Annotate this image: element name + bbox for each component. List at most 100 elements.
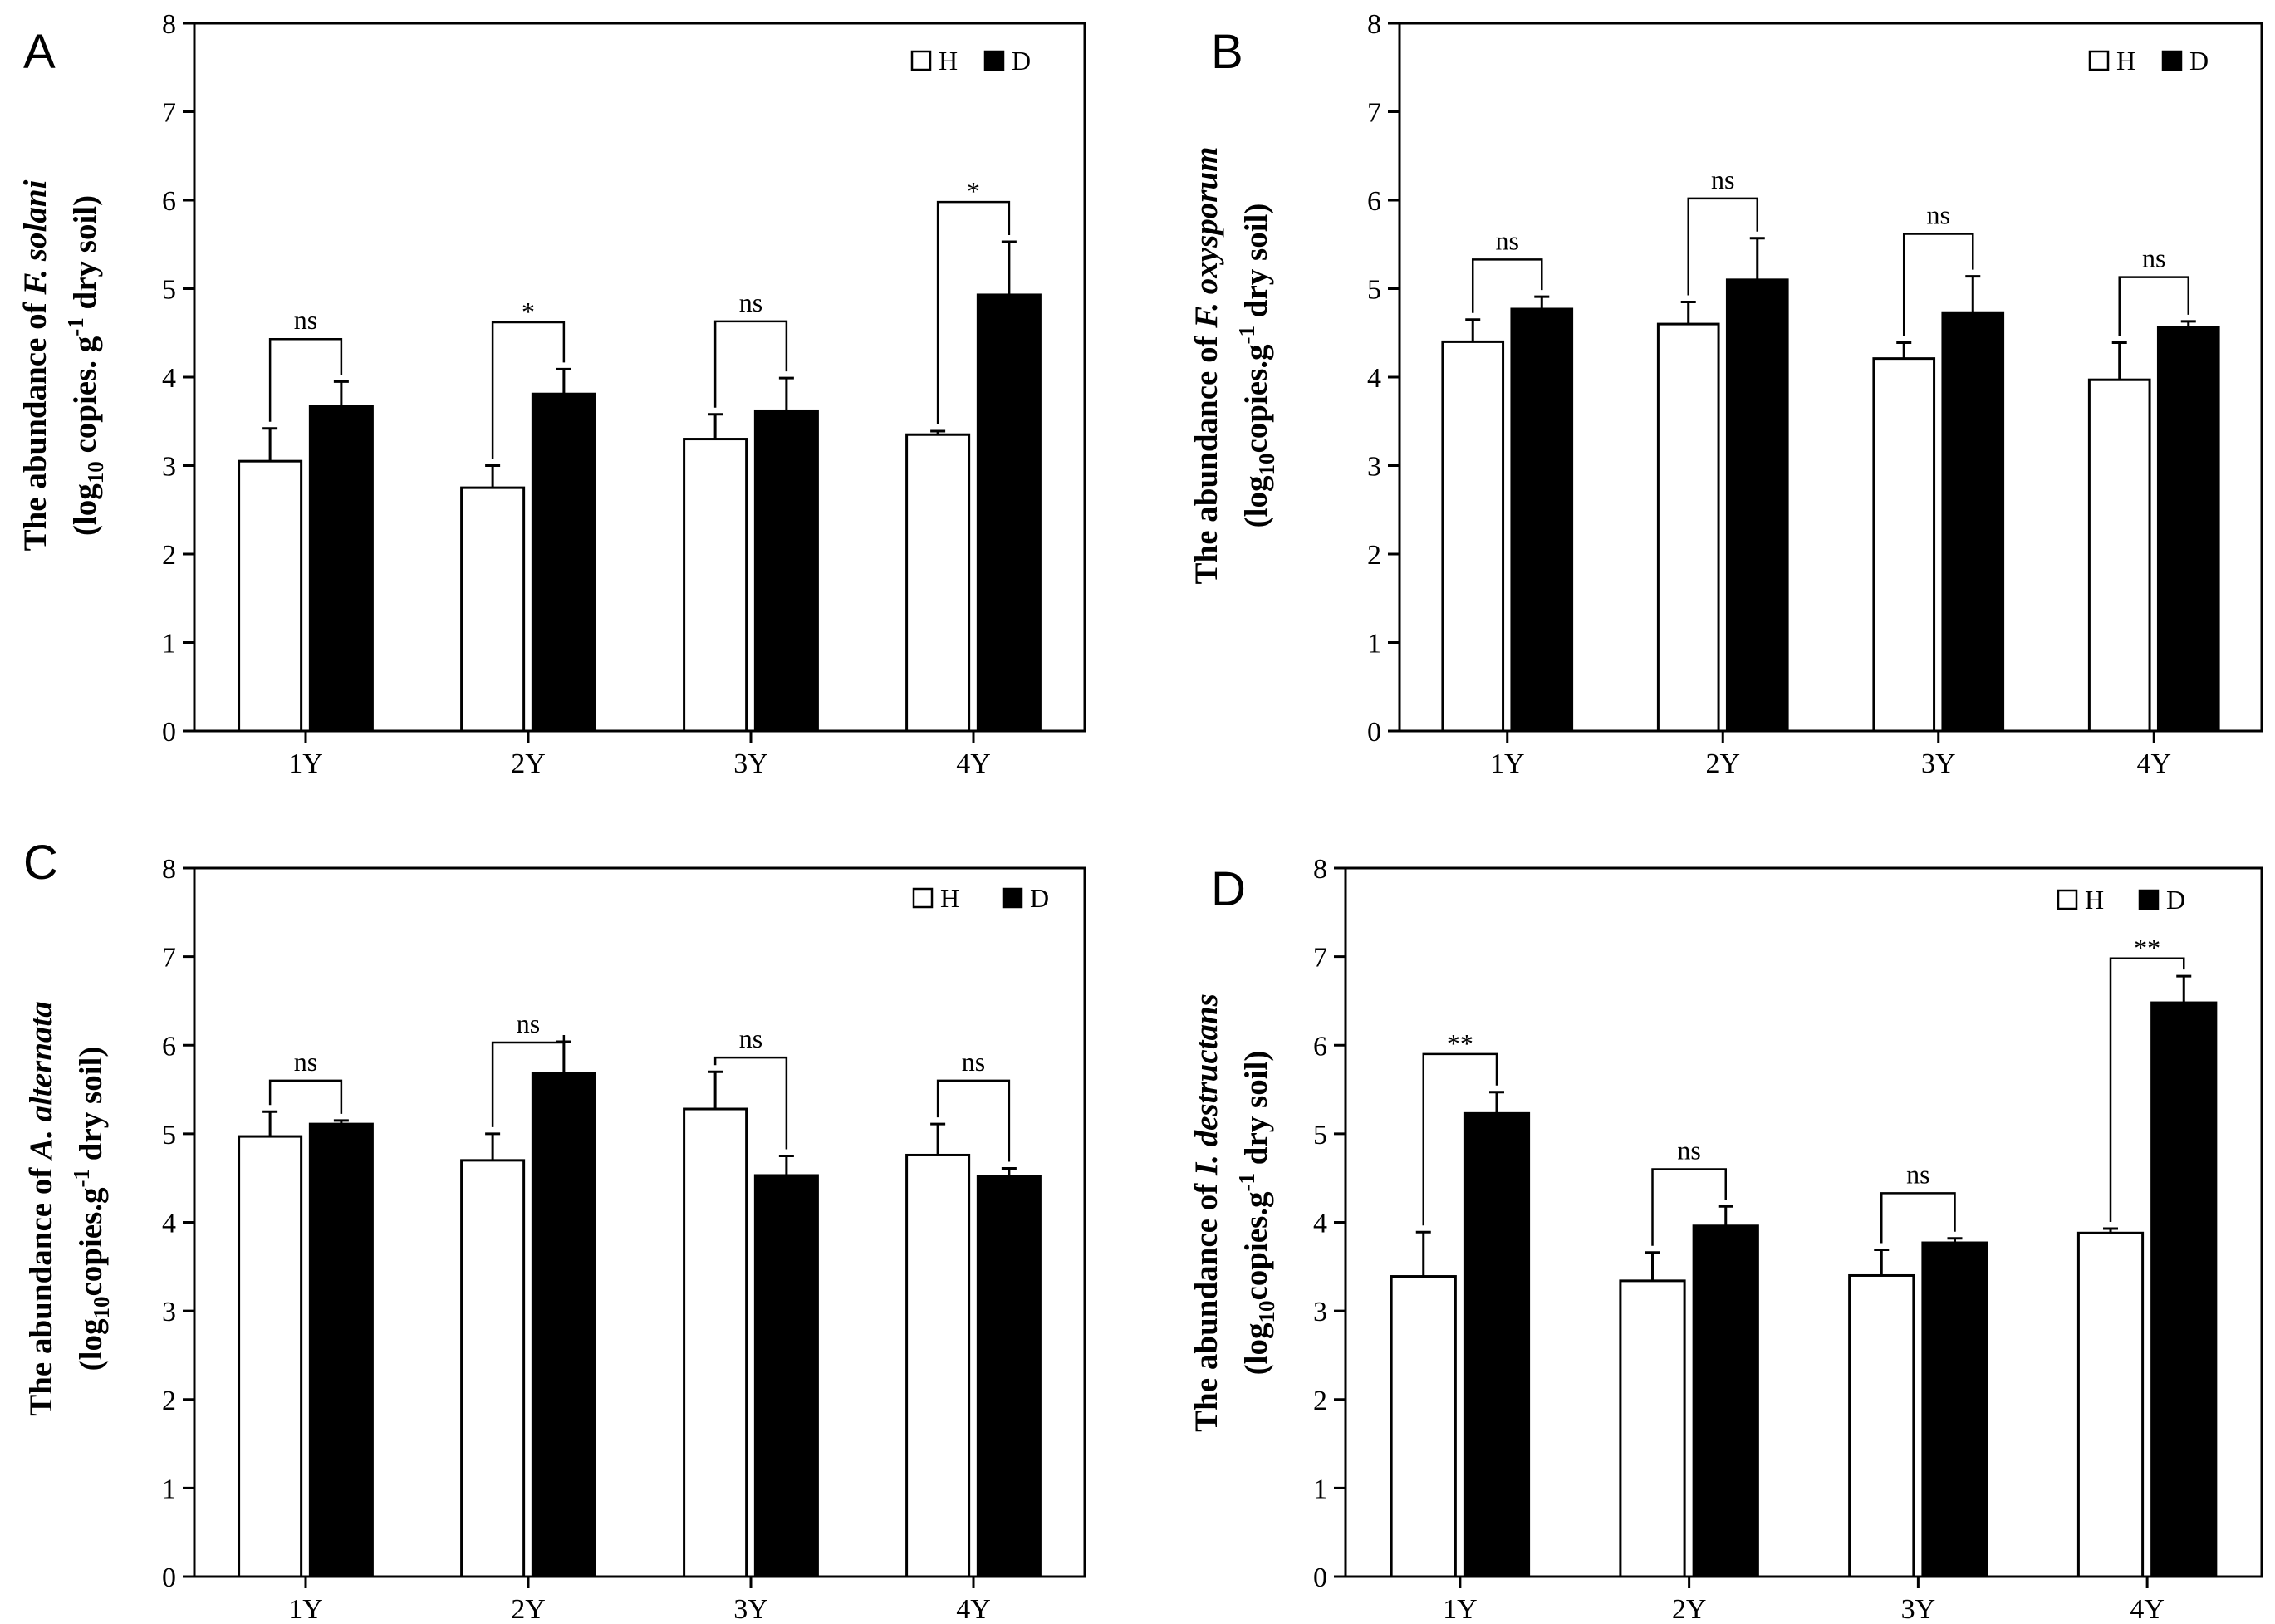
y-tick-label: 0	[1313, 1563, 1327, 1593]
y-axis-title-c: The abundance of A. alternata	[23, 1001, 59, 1416]
legend-swatch-h	[2057, 889, 2078, 910]
x-tick-label: 1Y	[1490, 748, 1525, 779]
legend-label-h: H	[2116, 46, 2135, 76]
significance-bracket	[1651, 1168, 1727, 1246]
x-tick-label: 3Y	[733, 1594, 768, 1624]
bar-h-1y	[238, 459, 303, 733]
y-tick-label: 2	[1313, 1386, 1327, 1416]
y-tick-label: 5	[1367, 275, 1381, 306]
bar-h-2y	[460, 486, 526, 733]
y-tick-label: 7	[162, 98, 176, 129]
bar-h-4y	[2076, 1231, 2145, 1578]
y-tick-label: 5	[162, 1120, 176, 1151]
y-tick-label: 4	[162, 1209, 176, 1239]
x-tick-label: 3Y	[1921, 748, 1956, 779]
bar-h-3y	[683, 438, 748, 733]
significance-label: ns	[1677, 1136, 1700, 1165]
bar-d-3y	[1941, 311, 2005, 733]
legend-swatch-h	[2088, 50, 2110, 71]
panel-d: D The abundance of I. destructans (log10…	[1189, 854, 2263, 1624]
significance-bracket	[936, 1079, 1011, 1162]
significance-bracket	[1902, 233, 1974, 336]
bar-d-1y	[1463, 1111, 1531, 1578]
legend-label-d: D	[1012, 46, 1031, 76]
bar-d-2y	[1692, 1224, 1759, 1578]
significance-label: ns	[517, 1008, 540, 1038]
x-tick-label: 4Y	[956, 748, 991, 779]
y-tick-label: 7	[1367, 98, 1381, 129]
bar-d-1y	[308, 405, 374, 733]
y-tick-label: 7	[1313, 943, 1327, 974]
legend-swatch-d	[2138, 889, 2160, 910]
x-tick-label: 4Y	[956, 1594, 991, 1624]
y-tick-label: 5	[1313, 1120, 1327, 1151]
bar-h-2y	[460, 1159, 526, 1578]
bar-h-1y	[238, 1135, 303, 1578]
panel-a: A The abundance of F. solani (log10 copi…	[17, 9, 1086, 779]
y-tick-label: 6	[162, 186, 176, 217]
y-tick-label: 4	[1367, 363, 1381, 394]
bar-h-4y	[905, 1153, 971, 1578]
bar-h-2y	[1656, 322, 1720, 733]
x-tick-label: 1Y	[1443, 1594, 1478, 1624]
significance-bracket	[1471, 258, 1543, 313]
y-axis-title-d: The abundance of I. destructans	[1189, 994, 1224, 1432]
y-tick-label: 8	[1313, 854, 1327, 885]
bar-d-2y	[531, 1072, 596, 1578]
x-tick-label: 2Y	[511, 748, 546, 779]
significance-bracket	[268, 1079, 343, 1114]
legend-swatch-d	[983, 50, 1005, 71]
legend-c: H D	[912, 883, 1049, 913]
y-tick-label: 8	[162, 854, 176, 885]
bar-h-1y	[1441, 340, 1505, 733]
significance-bracket	[1687, 197, 1759, 296]
significance-label: ns	[1496, 225, 1519, 255]
y-tick-label: 0	[162, 717, 176, 748]
significance-label: ns	[1906, 1159, 1929, 1189]
significance-bracket	[268, 337, 343, 422]
y-axis-title-b: The abundance of F. oxysporum	[1189, 146, 1224, 584]
bar-d-3y	[753, 1174, 819, 1578]
panel-letter-a: A	[23, 25, 56, 79]
y-tick-label: 3	[1313, 1297, 1327, 1327]
y-axis-unit-c: (log10copies.g-1 dry soil)	[69, 1047, 114, 1371]
bar-d-2y	[531, 392, 596, 733]
significance-bracket	[713, 1056, 788, 1150]
bar-h-1y	[1390, 1275, 1457, 1578]
panel-letter-c: C	[23, 836, 58, 890]
x-tick-label: 2Y	[1705, 748, 1740, 779]
y-tick-label: 8	[162, 9, 176, 40]
legend-swatch-d	[2161, 50, 2183, 71]
x-tick-label: 4Y	[2136, 748, 2171, 779]
significance-bracket	[2109, 957, 2185, 1222]
y-tick-label: 3	[162, 1297, 176, 1327]
legend-label-d: D	[1030, 883, 1049, 913]
bar-h-3y	[683, 1107, 748, 1578]
significance-label: ns	[739, 287, 762, 317]
significance-bracket	[713, 320, 788, 408]
x-tick-label: 2Y	[1672, 1594, 1707, 1624]
x-tick-label: 3Y	[1901, 1594, 1936, 1624]
significance-label: *	[522, 297, 535, 326]
y-tick-label: 4	[162, 363, 176, 394]
y-tick-label: 2	[162, 1386, 176, 1416]
bar-h-3y	[1872, 357, 1936, 733]
y-tick-label: 1	[162, 629, 176, 660]
y-tick-label: 1	[1313, 1474, 1327, 1504]
significance-label: ns	[294, 1047, 317, 1077]
bar-d-3y	[753, 409, 819, 733]
bar-h-4y	[905, 433, 971, 733]
y-tick-label: 1	[1367, 629, 1381, 660]
bar-h-3y	[1848, 1273, 1915, 1578]
y-tick-label: 5	[162, 275, 176, 306]
bar-d-4y	[976, 1175, 1042, 1578]
significance-bracket	[491, 1034, 566, 1127]
x-tick-label: 2Y	[511, 1594, 546, 1624]
legend-d: H D	[2057, 885, 2185, 915]
legend-swatch-d	[1002, 887, 1023, 909]
significance-label: ns	[294, 305, 317, 335]
y-tick-label: 0	[1367, 717, 1381, 748]
significance-label: ns	[2142, 243, 2165, 273]
bar-d-1y	[308, 1122, 374, 1578]
bar-d-2y	[1725, 278, 1789, 733]
